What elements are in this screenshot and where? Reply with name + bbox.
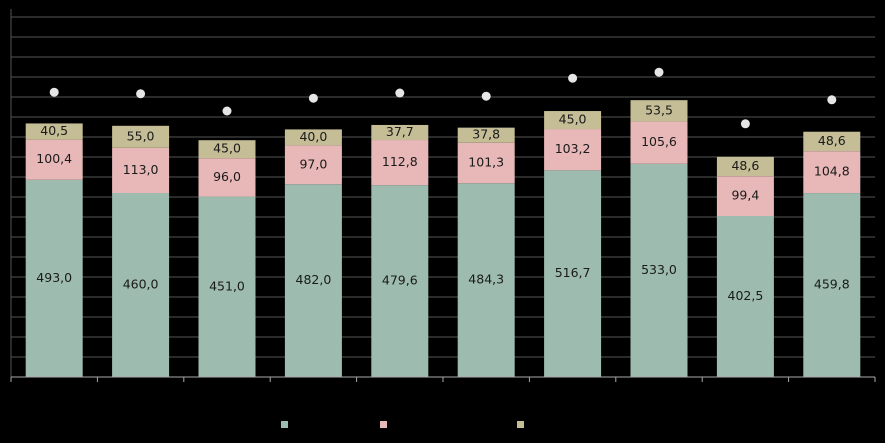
data-label: 55,0 [127, 128, 155, 143]
bar-segment [198, 158, 256, 197]
data-label: 484,3 [468, 272, 504, 287]
data-label: 40,0 [299, 129, 327, 144]
data-label: 48,6 [818, 133, 846, 148]
data-label: 37,7 [386, 124, 414, 139]
data-label: 37,8 [472, 127, 500, 142]
bar-segment [716, 176, 774, 216]
bar-segment [630, 100, 688, 122]
bar-segment [630, 121, 688, 164]
legend [281, 421, 524, 428]
data-label: 96,0 [213, 169, 241, 184]
bar-segment [112, 193, 170, 377]
bar-segment [457, 127, 515, 143]
bar-segment [544, 129, 602, 171]
bar-segment [198, 196, 256, 377]
data-labels: 493,0 100,4 40,5 460,0 113,0 55,0 451,0 96,0 45,… [36, 102, 849, 303]
bar-segment [284, 184, 342, 377]
data-label: 105,6 [641, 134, 677, 149]
total-marker [136, 89, 146, 99]
total-marker [568, 73, 578, 83]
data-label: 97,0 [299, 156, 327, 171]
bar-segment [457, 142, 515, 184]
total-marker [395, 88, 405, 98]
bar-segment [630, 163, 688, 377]
bar-segment [284, 145, 342, 185]
data-label: 482,0 [296, 272, 332, 287]
bar-segment [112, 125, 170, 148]
bar-segment [803, 131, 861, 152]
bar-segment [284, 129, 342, 146]
bar-segment [112, 147, 170, 193]
total-marker [740, 119, 750, 129]
data-label: 533,0 [641, 262, 677, 277]
data-label: 459,8 [814, 277, 850, 292]
data-label: 99,4 [731, 188, 759, 203]
data-label: 104,8 [814, 164, 850, 179]
bar-segment [371, 140, 429, 186]
bar-segment [25, 123, 83, 140]
bar-segment [716, 216, 774, 377]
bar-segment [371, 185, 429, 377]
data-label: 53,5 [645, 102, 673, 117]
bar-segment [544, 111, 602, 130]
bar-segment [25, 179, 83, 377]
x-axis [10, 376, 876, 382]
data-label: 451,0 [209, 278, 245, 293]
total-marker [481, 91, 491, 101]
total-marker [308, 93, 318, 103]
legend-swatch [380, 421, 387, 428]
legend-swatch [517, 421, 524, 428]
data-label: 100,4 [36, 151, 72, 166]
total-marker [654, 67, 664, 77]
data-label: 48,6 [731, 158, 759, 173]
data-label: 402,5 [728, 288, 764, 303]
bars [25, 100, 861, 377]
bar-segment [803, 193, 861, 377]
legend-swatch [281, 421, 288, 428]
total-marker [49, 87, 59, 97]
bar-segment [716, 156, 774, 177]
data-label: 45,0 [213, 141, 241, 156]
bar-segment [371, 124, 429, 141]
bar-segment [457, 183, 515, 377]
data-label: 113,0 [123, 162, 159, 177]
data-label: 112,8 [382, 154, 418, 169]
data-label: 479,6 [382, 273, 418, 288]
data-label: 516,7 [555, 265, 591, 280]
total-markers [49, 67, 837, 129]
total-marker [222, 106, 232, 116]
data-label: 101,3 [468, 155, 504, 170]
data-label: 460,0 [123, 277, 159, 292]
data-label: 40,5 [40, 123, 68, 138]
bar-segment [544, 170, 602, 377]
bar-segment [803, 151, 861, 194]
data-label: 45,0 [559, 112, 587, 127]
data-label: 103,2 [555, 141, 591, 156]
total-marker [827, 95, 837, 105]
bar-segment [25, 139, 83, 180]
bar-segment [198, 140, 256, 159]
data-label: 493,0 [36, 270, 72, 285]
